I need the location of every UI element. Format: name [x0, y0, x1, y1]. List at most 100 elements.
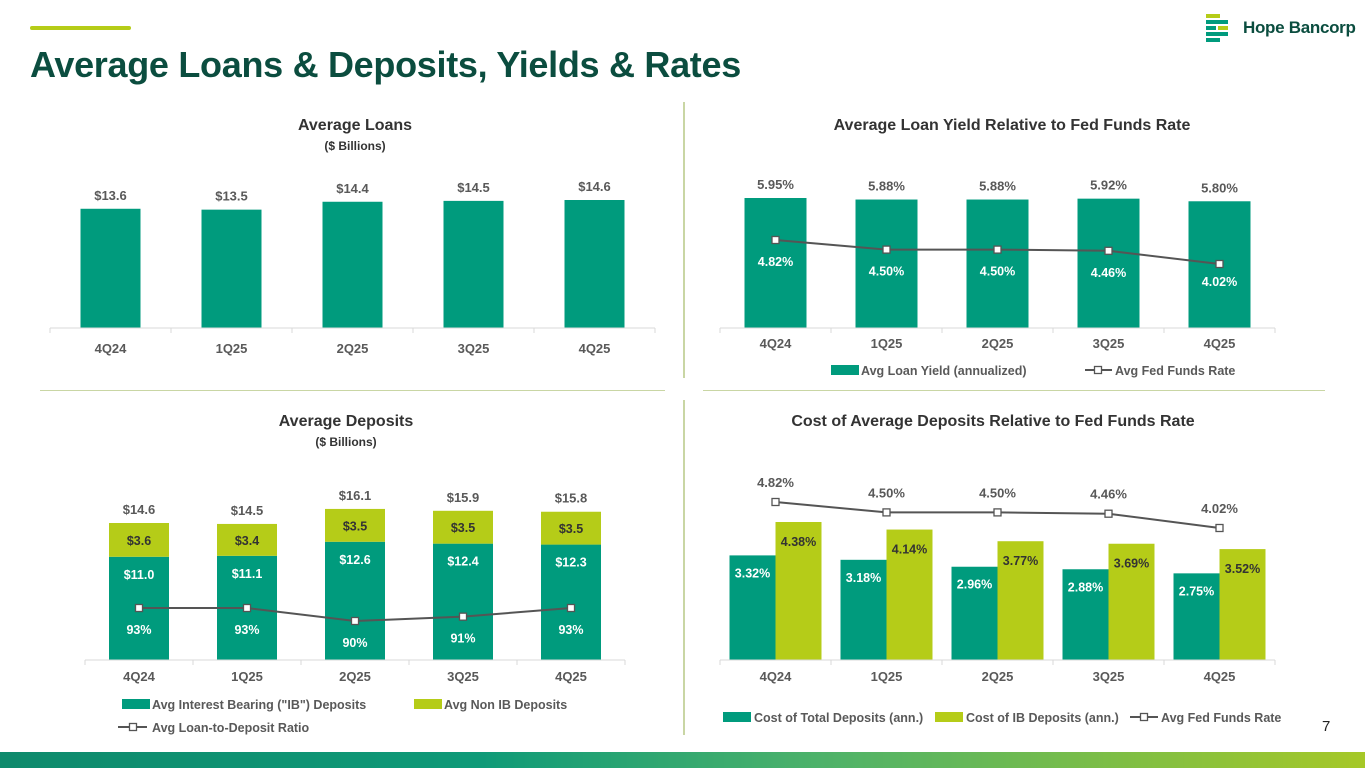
- cost-ib-label: 3.69%: [1114, 557, 1149, 571]
- fed-funds-line: [775, 239, 1220, 265]
- deposits-total-label: $14.5: [231, 503, 264, 518]
- legend-label-cost-total: Cost of Total Deposits (ann.): [754, 711, 923, 725]
- page-title: Average Loans & Deposits, Yields & Rates: [30, 44, 741, 85]
- loan-yield-bar: [744, 198, 807, 328]
- legend-swatch-nonib: [414, 699, 442, 709]
- deposits-nonib-label: $3.5: [559, 522, 583, 536]
- loans-chart-subtitle: ($ Billions): [324, 139, 385, 153]
- legend-label-cost-ib: Cost of IB Deposits (ann.): [966, 711, 1119, 725]
- loan-yield-bar: [966, 199, 1029, 328]
- legend-label-cost-fed-funds: Avg Fed Funds Rate: [1161, 711, 1281, 725]
- loan-yield-bar: [1077, 198, 1140, 328]
- fed-funds-label: 4.50%: [980, 265, 1015, 279]
- fed-funds-marker: [1104, 246, 1113, 255]
- deposits-chart-title: Average Deposits: [279, 413, 414, 430]
- ltd-ratio-marker: [350, 616, 360, 626]
- divider-horizontal-right: [703, 390, 1325, 391]
- ltd-ratio-marker: [566, 603, 576, 613]
- ltd-ratio-marker: [242, 603, 252, 613]
- ltd-ratio-marker: [134, 603, 144, 613]
- legend-marker-fed-funds: [1093, 365, 1103, 375]
- legend-swatch-loan-yield: [831, 365, 859, 375]
- cost-fed-funds-label: 4.50%: [979, 485, 1016, 500]
- divider-vertical-bottom: [683, 400, 685, 735]
- cost-ib-bar: [775, 522, 822, 660]
- loan-yield-x-tick: 3Q25: [1093, 336, 1125, 351]
- loans-x-tick: 4Q25: [579, 341, 611, 356]
- cost-total-label: 3.32%: [735, 566, 770, 580]
- ltd-ratio-line: [139, 607, 572, 623]
- deposits-nonib-label: $3.5: [451, 521, 475, 535]
- loan-yield-x-tick: 2Q25: [982, 336, 1014, 351]
- legend-label-loan-yield: Avg Loan Yield (annualized): [861, 364, 1027, 378]
- deposits-ib-bar: [217, 555, 277, 660]
- deposit-cost-chart-title: Cost of Average Deposits Relative to Fed…: [791, 413, 1194, 430]
- loan-yield-bar-label: 5.95%: [757, 177, 794, 192]
- cost-ib-label: 4.14%: [892, 543, 927, 557]
- deposits-x-tick: 4Q25: [555, 669, 587, 684]
- cost-fed-funds-label: 4.50%: [868, 485, 905, 500]
- deposit-cost-x-tick: 4Q24: [760, 669, 793, 684]
- loans-bar-label: $14.4: [336, 181, 369, 196]
- cost-fed-funds-label: 4.82%: [757, 475, 794, 490]
- loans-bar-label: $14.6: [578, 179, 611, 194]
- loans-bar: [443, 200, 504, 328]
- fed-funds-label: 4.46%: [1091, 266, 1126, 280]
- legend-label-fed-funds: Avg Fed Funds Rate: [1115, 364, 1235, 378]
- cost-fed-funds-label: 4.46%: [1090, 487, 1127, 502]
- cost-fed-funds-marker: [1215, 523, 1224, 533]
- cost-fed-funds-marker: [882, 508, 891, 517]
- title-accent-line: [30, 26, 131, 30]
- loan-yield-bar-label: 5.80%: [1201, 180, 1238, 195]
- company-logo: Hope Bancorp: [1206, 14, 1356, 42]
- cost-ib-label: 3.52%: [1225, 562, 1260, 576]
- loans-x-tick: 2Q25: [337, 341, 369, 356]
- ltd-ratio-label: 93%: [558, 623, 583, 637]
- deposits-nonib-bar: [541, 511, 601, 545]
- loans-x-tick: 1Q25: [216, 341, 248, 356]
- legend-swatch-cost-total: [723, 712, 751, 722]
- loans-bar-label: $13.5: [215, 189, 248, 204]
- legend-marker-ltd: [128, 722, 138, 732]
- cost-total-bar: [951, 566, 998, 660]
- legend-marker-cost-fed-funds: [1139, 712, 1149, 722]
- legend-label-nonib: Avg Non IB Deposits: [444, 698, 567, 712]
- loan-yield-x-tick: 4Q25: [1204, 336, 1236, 351]
- page-number: 7: [1322, 718, 1331, 735]
- cost-ib-label: 3.77%: [1003, 554, 1038, 568]
- loan-yield-x-tick: 4Q24: [760, 336, 793, 351]
- fed-funds-marker: [882, 245, 891, 254]
- divider-horizontal-left: [40, 390, 665, 391]
- legend-label-ltd: Avg Loan-to-Deposit Ratio: [152, 721, 310, 735]
- loan-yield-bar-label: 5.92%: [1090, 178, 1127, 193]
- cost-fed-funds-line: [775, 501, 1220, 529]
- deposits-ib-label: $12.3: [555, 556, 586, 570]
- cost-ib-bar: [1108, 543, 1155, 660]
- loans-bar: [201, 209, 262, 328]
- loans-bar: [80, 208, 141, 328]
- deposits-total-label: $15.9: [447, 490, 480, 505]
- cost-total-label: 3.18%: [846, 571, 881, 585]
- cost-total-bar: [729, 555, 776, 660]
- deposits-x-tick: 3Q25: [447, 669, 479, 684]
- cost-fed-funds-marker: [993, 508, 1002, 517]
- cost-fed-funds-marker: [771, 497, 780, 507]
- ltd-ratio-label: 93%: [126, 623, 151, 637]
- deposits-ib-bar: [541, 544, 601, 660]
- fed-funds-label: 4.82%: [758, 255, 793, 269]
- cost-fed-funds-marker: [1104, 509, 1113, 518]
- ltd-ratio-label: 91%: [450, 632, 475, 646]
- deposits-ib-label: $11.0: [124, 568, 155, 582]
- ltd-ratio-label: 93%: [234, 623, 259, 637]
- cost-ib-bar: [886, 529, 933, 660]
- cost-ib-bar: [1219, 549, 1266, 660]
- logo-mark-icon: [1206, 14, 1228, 42]
- deposits-nonib-label: $3.4: [235, 534, 259, 548]
- loan-yield-chart-title: Average Loan Yield Relative to Fed Funds…: [834, 117, 1191, 134]
- deposit-cost-x-tick: 4Q25: [1204, 669, 1236, 684]
- legend-swatch-ib: [122, 699, 150, 709]
- loan-yield-bar-label: 5.88%: [868, 179, 905, 194]
- deposits-total-label: $15.8: [555, 491, 588, 506]
- loans-bar: [564, 200, 625, 328]
- loan-yield-bar-label: 5.88%: [979, 179, 1016, 194]
